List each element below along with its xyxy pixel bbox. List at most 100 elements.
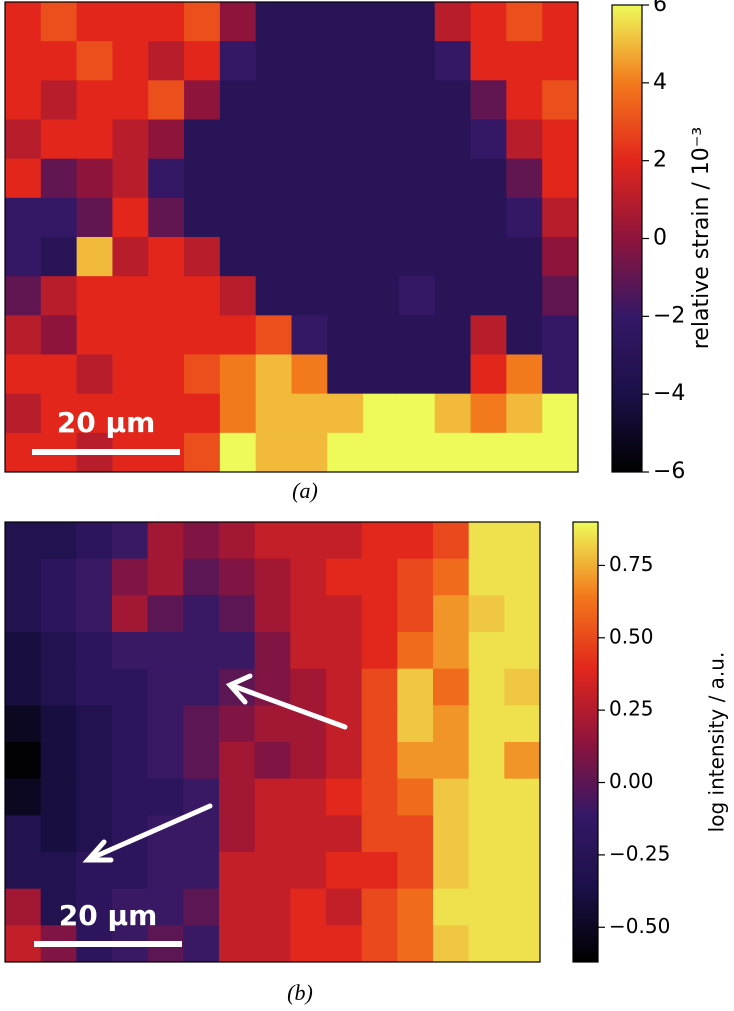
heatmap-cell bbox=[112, 119, 149, 160]
heatmap-cell bbox=[254, 705, 291, 743]
heatmap-frame bbox=[4, 1, 579, 473]
heatmap-cell bbox=[76, 393, 113, 434]
heatmap-cell bbox=[506, 41, 543, 81]
heatmap-cell bbox=[112, 276, 149, 316]
heatmap-cell bbox=[183, 815, 220, 853]
heatmap-cell bbox=[433, 632, 470, 670]
heatmap-cell bbox=[76, 2, 113, 42]
heatmap-cell bbox=[184, 2, 221, 42]
heatmap-cell bbox=[542, 393, 579, 434]
heatmap-cell bbox=[398, 432, 436, 473]
heatmap-cell bbox=[148, 315, 185, 355]
heatmap-cell bbox=[254, 595, 291, 633]
heatmap-cell bbox=[147, 888, 184, 926]
heatmap-cell bbox=[112, 668, 149, 706]
heatmap-cell bbox=[254, 888, 291, 926]
heatmap-cell bbox=[326, 668, 363, 706]
heatmap-cell bbox=[290, 742, 327, 780]
heatmap-cell bbox=[112, 595, 149, 633]
heatmap-cell bbox=[542, 80, 579, 120]
heatmap-cell bbox=[183, 925, 220, 963]
heatmap-cell bbox=[291, 237, 328, 277]
heatmap-cell bbox=[219, 558, 256, 596]
heatmap-cell bbox=[433, 522, 470, 560]
heatmap-cell bbox=[291, 197, 328, 238]
heatmap-cell bbox=[219, 925, 256, 963]
heatmap-cell bbox=[40, 522, 77, 560]
heatmap-cell bbox=[183, 595, 220, 633]
heatmap-cell bbox=[254, 522, 291, 560]
heatmap-cell bbox=[361, 522, 398, 560]
heatmap-cell bbox=[327, 432, 364, 473]
heatmap-cell bbox=[291, 41, 328, 81]
panel-caption: (a) bbox=[292, 478, 318, 503]
heatmap-cell bbox=[76, 705, 113, 743]
heatmap-cell bbox=[219, 815, 256, 853]
heatmap-cell bbox=[147, 705, 184, 743]
heatmap-cell bbox=[40, 595, 77, 633]
heatmap-cell bbox=[183, 558, 220, 596]
heatmap-cell bbox=[112, 158, 149, 199]
heatmap-cell bbox=[363, 41, 400, 81]
heatmap-cell bbox=[542, 276, 579, 316]
heatmap-cell bbox=[504, 522, 541, 560]
heatmap-cell bbox=[433, 815, 470, 853]
heatmap-cell bbox=[255, 197, 292, 238]
heatmap-cell bbox=[76, 158, 113, 199]
heatmap-cell bbox=[40, 852, 77, 890]
heatmap-cell bbox=[184, 80, 221, 120]
heatmap-cell bbox=[255, 315, 292, 355]
heatmap-cell bbox=[254, 815, 291, 853]
heatmap-cell bbox=[542, 354, 579, 395]
heatmap-cell bbox=[397, 705, 434, 743]
heatmap-cell bbox=[470, 80, 507, 120]
heatmap-cell bbox=[433, 742, 470, 780]
heatmap-cell bbox=[361, 815, 398, 853]
arrows bbox=[82, 673, 348, 863]
heatmap-cell bbox=[76, 315, 113, 355]
heatmap-cell bbox=[542, 41, 579, 81]
heatmap-cell bbox=[5, 668, 42, 706]
heatmap-cell bbox=[219, 80, 257, 120]
heatmap-cell bbox=[183, 742, 220, 780]
heatmap-cell bbox=[5, 354, 42, 395]
heatmap-cell bbox=[5, 852, 42, 890]
heatmap-cell bbox=[40, 2, 78, 42]
heatmap-cell bbox=[470, 2, 507, 42]
heatmap-cell bbox=[434, 158, 472, 199]
heatmap-cell bbox=[147, 558, 184, 596]
heatmap-cell bbox=[184, 237, 221, 277]
heatmap-cell bbox=[5, 197, 42, 238]
heatmap-cell bbox=[504, 632, 541, 670]
heatmap-cell bbox=[327, 80, 364, 120]
heatmap-cell bbox=[5, 158, 42, 199]
heatmap-cell bbox=[219, 778, 256, 816]
heatmap-cell bbox=[468, 742, 505, 780]
scale-bar-label: 20 µm bbox=[57, 406, 156, 439]
heatmap-cell bbox=[434, 432, 472, 473]
heatmap-cell bbox=[254, 632, 291, 670]
colorbar-tick-label: 0.50 bbox=[609, 624, 654, 648]
heatmap-cell bbox=[504, 742, 541, 780]
heatmap-cell bbox=[327, 315, 364, 355]
heatmap-cell bbox=[468, 632, 505, 670]
heatmap-cell bbox=[542, 119, 579, 160]
heatmap-cell bbox=[184, 393, 221, 434]
heatmap-cell bbox=[219, 119, 257, 160]
heatmap-cell bbox=[433, 595, 470, 633]
heatmap-cell bbox=[255, 158, 292, 199]
heatmap-cell bbox=[506, 315, 543, 355]
heatmap-cell bbox=[291, 119, 328, 160]
heatmap-cell bbox=[76, 742, 113, 780]
heatmap-cell bbox=[290, 815, 327, 853]
heatmap-cell bbox=[361, 778, 398, 816]
heatmap-cell bbox=[112, 852, 149, 890]
heatmap-cell bbox=[148, 119, 185, 160]
heatmap-cell bbox=[148, 2, 185, 42]
heatmap-cell bbox=[40, 158, 78, 199]
heatmap-cell bbox=[468, 852, 505, 890]
heatmap-cell bbox=[398, 354, 436, 395]
heatmap-cell bbox=[254, 778, 291, 816]
heatmap-cell bbox=[504, 705, 541, 743]
heatmap-cell bbox=[363, 2, 400, 42]
